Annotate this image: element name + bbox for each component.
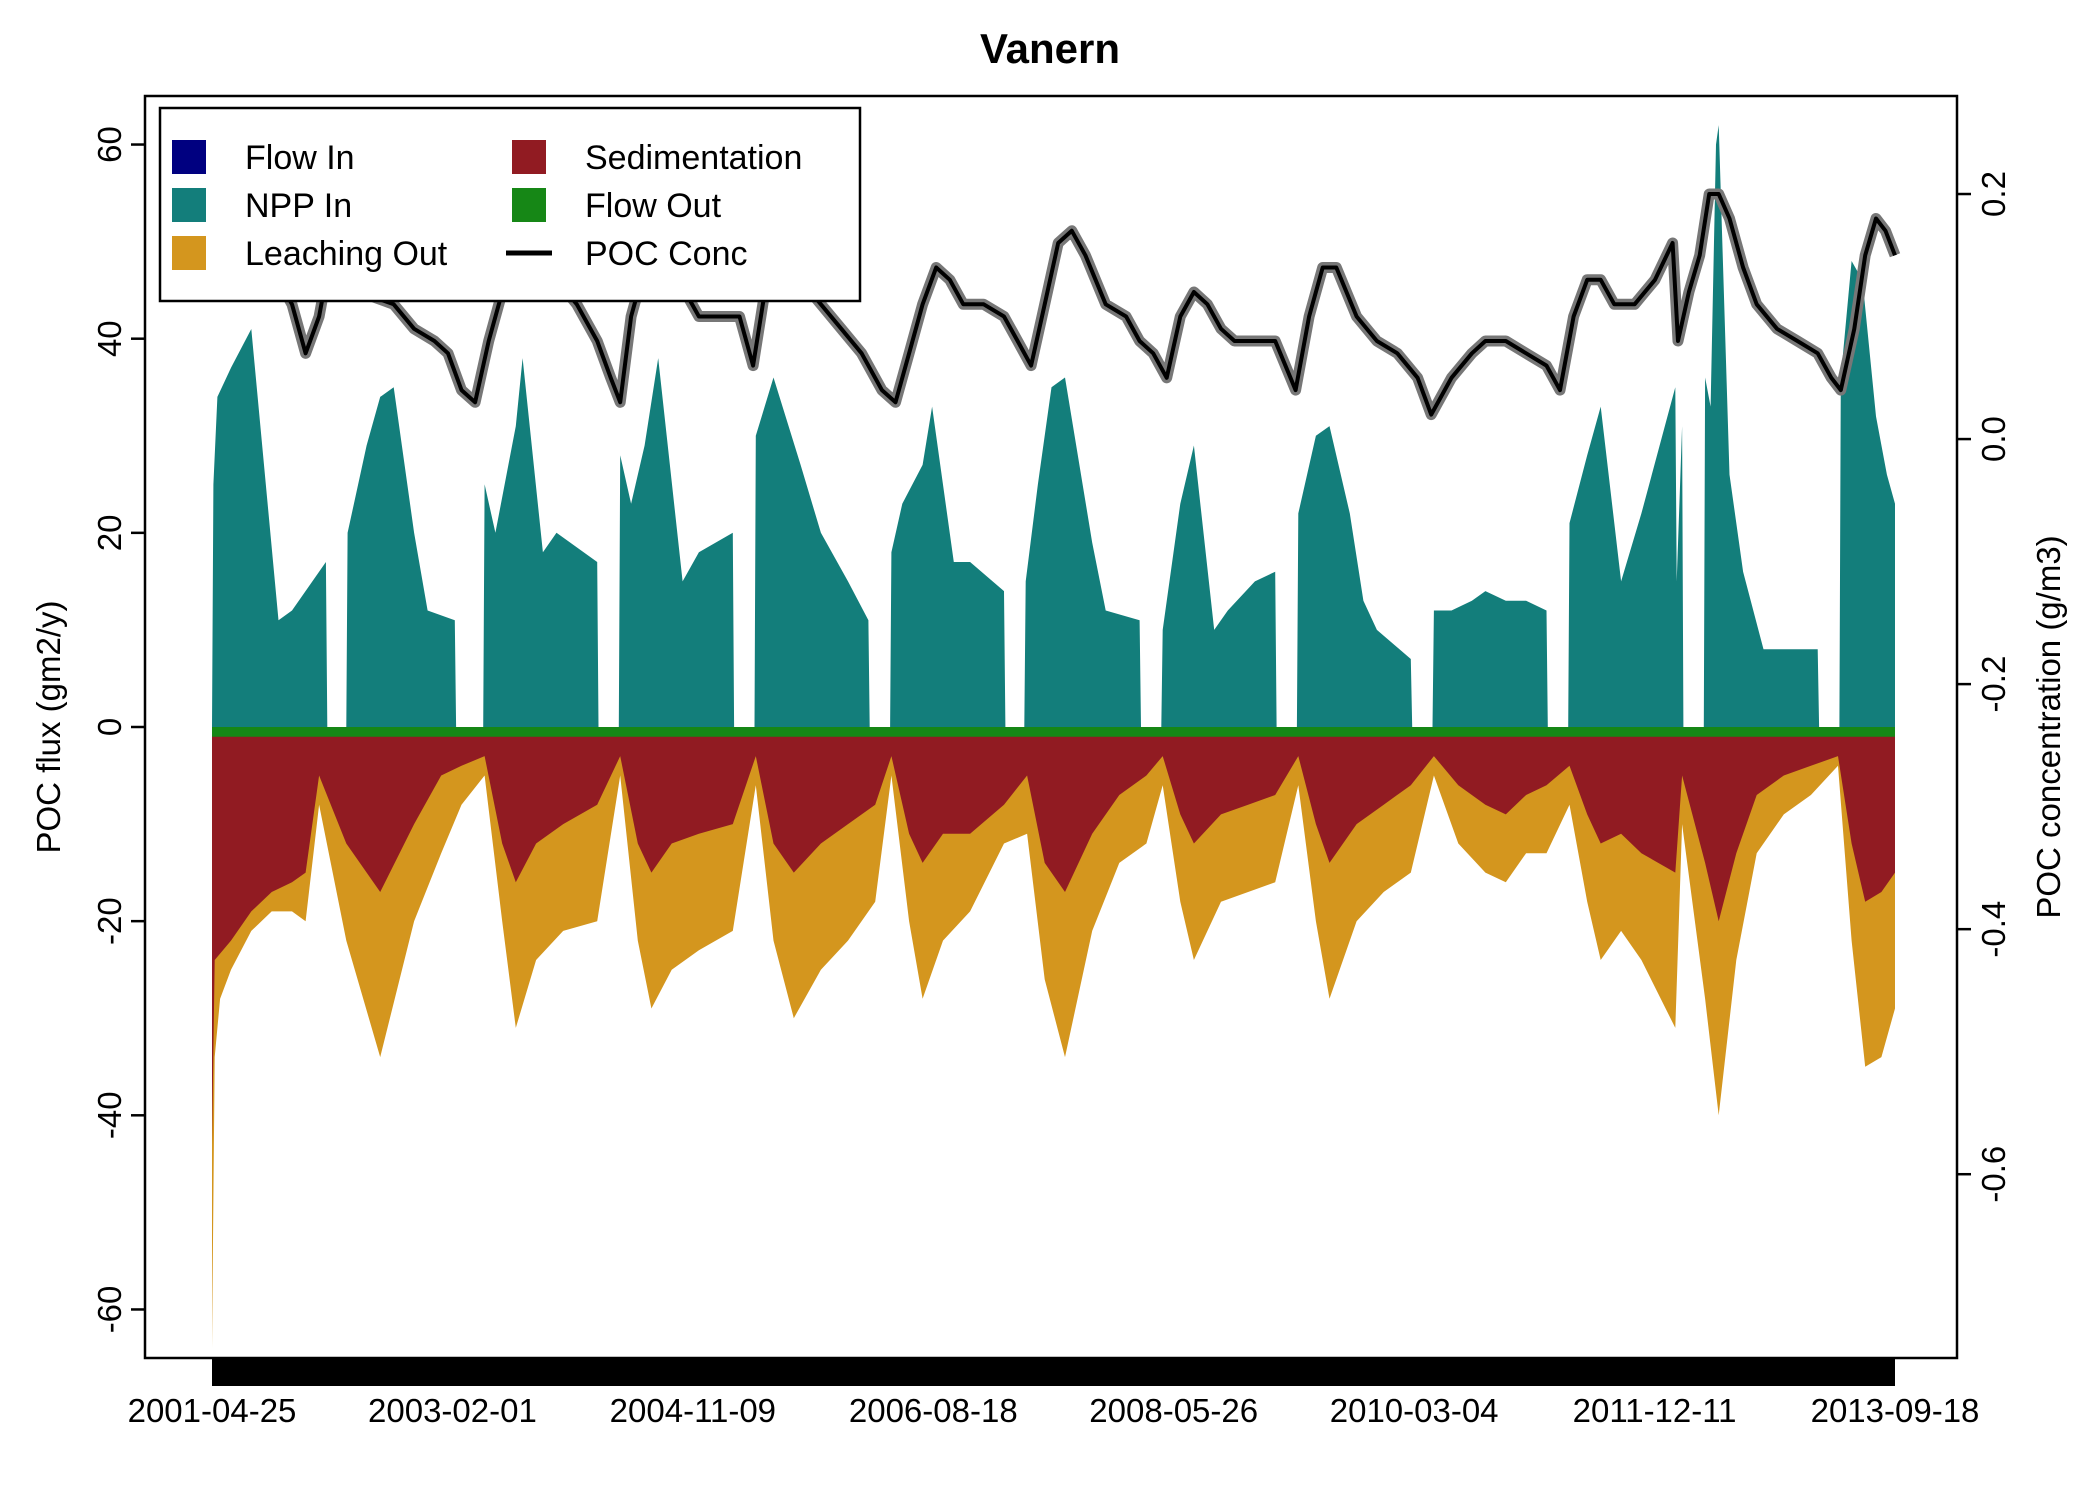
y-right-tick-label: 0.2 <box>1975 171 2012 217</box>
chart-title: Vanern <box>980 25 1120 72</box>
npp-in-area-1 <box>212 329 328 727</box>
leaching-out-area <box>212 727 1895 1349</box>
npp-in-area-5 <box>754 377 870 727</box>
y-right-tick-label: -0.6 <box>1975 1146 2012 1203</box>
y-left-tick-label: 0 <box>91 718 128 736</box>
legend: Flow In NPP In Leaching Out Sedimentation Fl… <box>158 106 862 303</box>
npp-in-area-6 <box>890 406 1006 727</box>
y-axis-right: -0.6 -0.4 -0.2 0.0 0.2 <box>1957 171 2012 1203</box>
flow-out-area <box>212 727 1895 737</box>
x-tick-label: 2013-09-18 <box>1811 1392 1980 1429</box>
x-tick-label: 2004-11-09 <box>610 1392 776 1429</box>
npp-in-area-8 <box>1161 445 1277 727</box>
legend-label-leaching-out: Leaching Out <box>245 235 448 273</box>
npp-in-area-12 <box>1703 125 1820 728</box>
x-tick-label: 2010-03-04 <box>1330 1392 1499 1429</box>
y-left-tick-label: -20 <box>91 897 128 945</box>
plot-area <box>206 125 1901 1349</box>
x-tick-label: 2006-08-18 <box>849 1392 1018 1429</box>
legend-swatch-leaching-out <box>172 236 206 270</box>
legend-box <box>158 106 862 303</box>
npp-in-area-11 <box>1568 387 1684 727</box>
legend-label-flow-out: Flow Out <box>585 187 722 225</box>
x-axis-bar <box>212 1358 1895 1386</box>
x-tick-label: 2003-02-01 <box>368 1392 537 1429</box>
x-tick-label: 2008-05-26 <box>1089 1392 1258 1429</box>
y-left-tick-label: 40 <box>91 320 128 357</box>
npp-in-layer <box>212 125 1895 728</box>
sedimentation-area <box>212 727 1895 1145</box>
leaching-out-layer <box>212 727 1895 1349</box>
flow-out-layer <box>212 727 1895 737</box>
y-left-tick-label: 20 <box>91 514 128 551</box>
legend-swatch-npp-in <box>172 188 206 222</box>
npp-in-area-9 <box>1296 426 1413 727</box>
y-left-tick-label: -60 <box>91 1286 128 1334</box>
npp-in-area-2 <box>346 387 457 727</box>
legend-label-poc-conc: POC Conc <box>585 235 748 273</box>
npp-in-area-3 <box>483 358 599 727</box>
y-right-tick-label: 0.0 <box>1975 416 2012 462</box>
y-axis-left: -60 -40 -20 0 20 40 60 <box>91 126 145 1333</box>
npp-in-area-7 <box>1024 377 1141 727</box>
legend-label-npp-in: NPP In <box>245 187 352 225</box>
legend-label-sedimentation: Sedimentation <box>585 139 802 177</box>
y-left-tick-label: -40 <box>91 1091 128 1139</box>
legend-swatch-flow-out <box>512 188 546 222</box>
legend-swatch-sedimentation <box>512 140 546 174</box>
y-axis-right-title: POC concentration (g/m3) <box>2030 535 2067 918</box>
y-axis-left-title: POC flux (gm2/y) <box>30 600 67 853</box>
npp-in-area-4 <box>618 358 735 727</box>
npp-in-area-13 <box>1839 261 1895 727</box>
y-right-tick-label: -0.4 <box>1975 901 2012 958</box>
x-tick-label: 2011-12-11 <box>1573 1392 1737 1429</box>
y-left-tick-label: 60 <box>91 126 128 163</box>
legend-label-flow-in: Flow In <box>245 139 355 177</box>
npp-in-area-10 <box>1432 591 1548 727</box>
legend-swatch-flow-in <box>172 140 206 174</box>
sedimentation-layer <box>212 727 1895 1145</box>
y-right-tick-label: -0.2 <box>1975 656 2012 713</box>
x-axis: 2001-04-25 2003-02-01 2004-11-09 2006-08-18… <box>128 1392 1980 1429</box>
x-tick-label: 2001-04-25 <box>128 1392 297 1429</box>
